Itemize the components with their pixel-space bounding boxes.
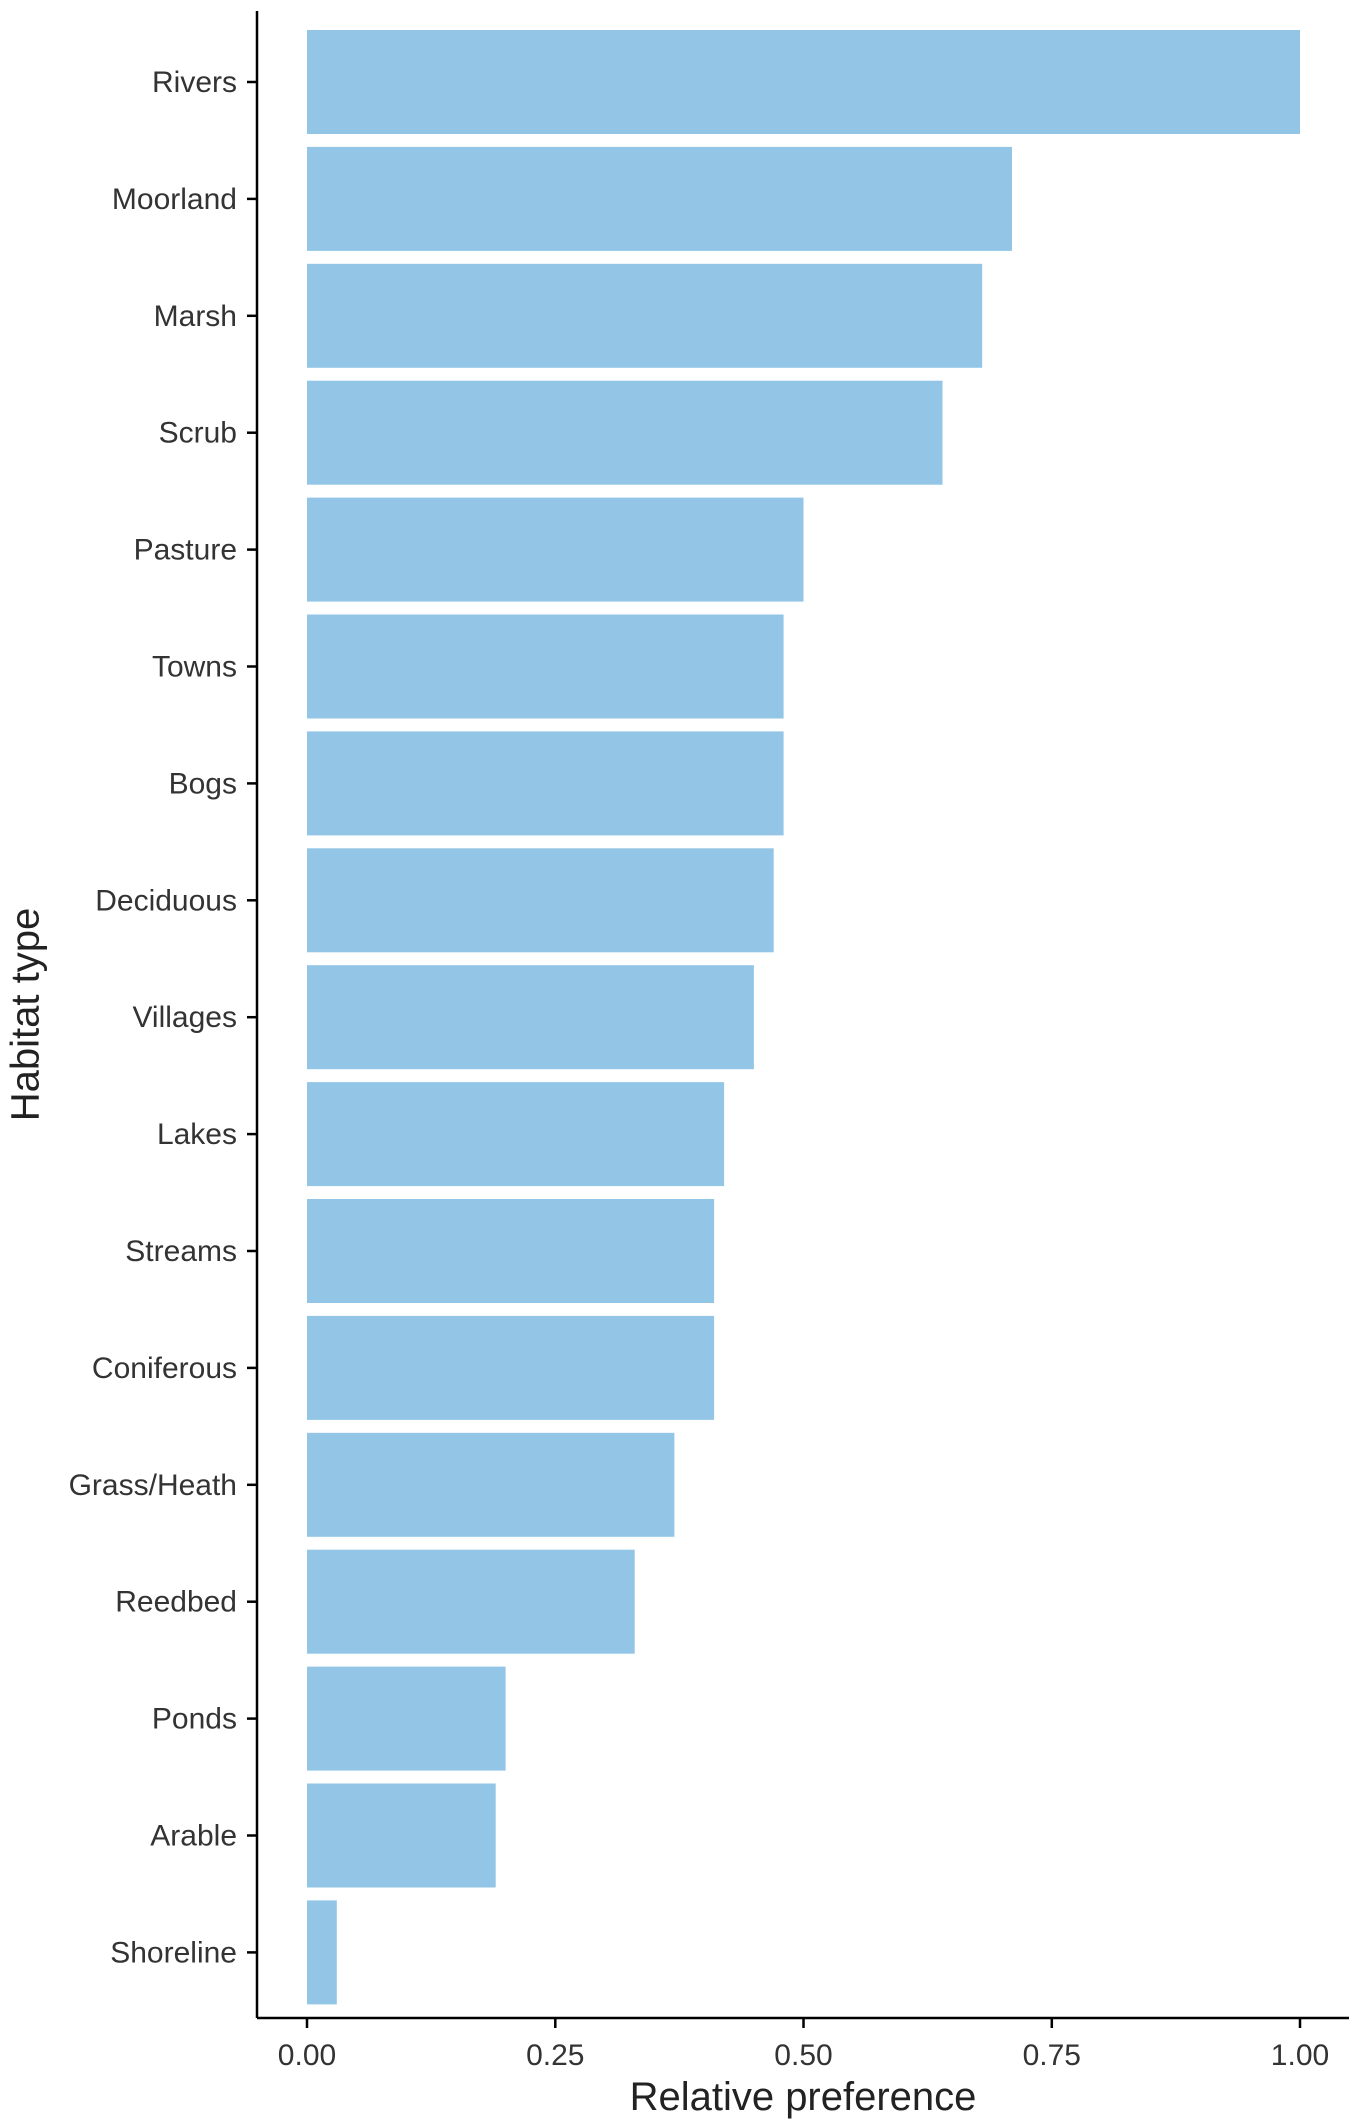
- bar-ponds: [307, 1666, 506, 1771]
- bars-group: [307, 30, 1300, 2005]
- y-tick-label-pasture: Pasture: [134, 534, 237, 567]
- y-tick-label-villages: Villages: [132, 1001, 237, 1034]
- x-axis-title: Relative preference: [630, 2075, 977, 2119]
- bar-shoreline: [307, 1900, 337, 2005]
- x-tick-label: 0.50: [774, 2039, 832, 2072]
- y-tick-label-moorland: Moorland: [112, 183, 237, 216]
- x-tick-label: 0.00: [278, 2039, 336, 2072]
- y-tick-label-lakes: Lakes: [157, 1118, 237, 1151]
- bar-streams: [307, 1199, 715, 1303]
- y-tick-label-marsh: Marsh: [154, 300, 237, 333]
- y-tick-label-deciduous: Deciduous: [95, 884, 237, 917]
- bar-bogs: [307, 731, 784, 836]
- y-tick-label-coniferous: Coniferous: [92, 1352, 237, 1385]
- y-axis-title: Habitat type: [4, 908, 48, 1121]
- y-tick-label-reedbed: Reedbed: [115, 1586, 237, 1619]
- bar-reedbed: [307, 1549, 635, 1654]
- bar-moorland: [307, 146, 1012, 251]
- y-tick-label-towns: Towns: [152, 651, 237, 684]
- y-axis: Rivers Moorland Marsh Scrub Pasture Towns Bogs…: [69, 11, 259, 2018]
- y-tick-label-ponds: Ponds: [152, 1703, 237, 1736]
- bar-scrub: [307, 380, 943, 485]
- y-tick-label-bogs: Bogs: [169, 767, 237, 800]
- bar-pasture: [307, 497, 804, 602]
- bar-rivers: [307, 30, 1300, 134]
- bar-coniferous: [307, 1315, 715, 1420]
- y-tick-label-scrub: Scrub: [159, 417, 237, 450]
- y-tick-label-shoreline: Shoreline: [110, 1936, 237, 1969]
- x-tick-label: 0.75: [1023, 2039, 1081, 2072]
- x-tick-label: 0.25: [526, 2039, 584, 2072]
- x-tick-label: 1.00: [1271, 2039, 1329, 2072]
- bar-grass-heath: [307, 1432, 675, 1537]
- bar-towns: [307, 614, 784, 719]
- bar-lakes: [307, 1082, 725, 1187]
- bar-marsh: [307, 263, 983, 368]
- bar-deciduous: [307, 848, 774, 953]
- x-axis: 0.00 0.25 0.50 0.75 1.00: [257, 2016, 1349, 2072]
- bar-arable: [307, 1783, 496, 1888]
- y-tick-label-streams: Streams: [125, 1235, 237, 1268]
- y-tick-label-grass-heath: Grass/Heath: [69, 1469, 237, 1502]
- y-tick-label-rivers: Rivers: [152, 66, 237, 99]
- bar-villages: [307, 965, 754, 1070]
- y-tick-label-arable: Arable: [150, 1820, 237, 1853]
